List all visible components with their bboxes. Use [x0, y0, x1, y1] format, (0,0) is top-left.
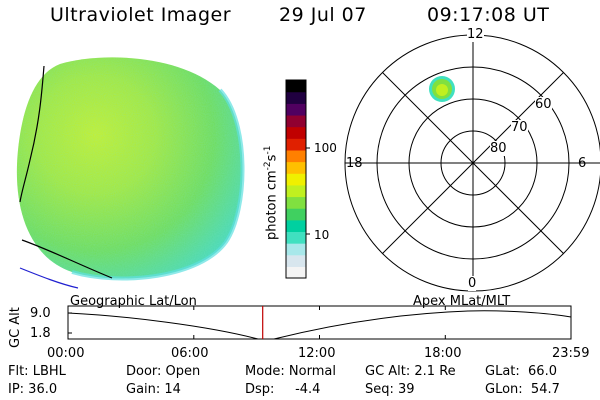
timeline-left-label: Geographic Lat/Lon — [70, 294, 197, 309]
coastline-lower — [21, 239, 113, 279]
tick-label-0000: 00:00 — [47, 346, 85, 361]
info-mode: Mode: Normal — [245, 364, 336, 379]
colorbar-segment — [286, 114, 306, 128]
mlt-label-18: 18 — [346, 156, 363, 171]
polar-diagonal-2 — [382, 72, 564, 254]
tick-label-2359: 23:59 — [552, 346, 590, 361]
mlt-label-0: 0 — [468, 276, 477, 291]
colorbar-segment — [286, 219, 306, 233]
colorbar-unit-main: photon cm — [264, 170, 280, 240]
colorbar-segment — [286, 231, 306, 244]
coastline-blue — [19, 267, 79, 289]
observation-time: 09:17:08 UT — [427, 4, 550, 26]
info-gc-alt: GC Alt: 2.1 Re — [365, 364, 456, 379]
colorbar-unit: photon cm-2s-1 — [263, 146, 279, 240]
mlt-label-12: 12 — [467, 27, 484, 42]
timeline-axis-title: GC Alt — [8, 307, 23, 348]
disk-edge-glow — [71, 88, 245, 281]
colorbar-segment — [286, 254, 306, 267]
info-gain: Gain: 14 — [126, 382, 181, 397]
colorbar-segment — [286, 103, 306, 116]
colorbar-segment — [286, 173, 306, 186]
polar-plot — [344, 34, 600, 292]
colorbar-tick-100: 100 — [314, 141, 337, 155]
colorbar-segment — [286, 266, 306, 279]
colorbar-unit-mid: s — [264, 154, 280, 162]
colorbar-segment — [286, 184, 306, 198]
altitude-curve — [67, 310, 572, 340]
colorbar-unit-sup2: -1 — [263, 145, 273, 155]
colorbar-segment — [286, 196, 306, 209]
colorbar-segment — [286, 80, 306, 93]
colorbar-segment — [286, 243, 306, 256]
coastline-left — [19, 65, 45, 203]
instrument-title: Ultraviolet Imager — [50, 4, 232, 26]
tick-label-1200: 12:00 — [298, 346, 336, 361]
lat-label-80: 80 — [490, 141, 507, 156]
lat-label-70: 70 — [511, 120, 528, 135]
lat-label-60: 60 — [535, 97, 552, 112]
colorbar — [285, 79, 310, 279]
auroral-patch — [429, 76, 455, 102]
tick-label-1800: 18:00 — [424, 346, 462, 361]
info-glat: GLat: 66.0 — [485, 364, 557, 379]
observation-date: 29 Jul 07 — [279, 4, 367, 26]
timeline-right-label: Apex MLat/MLT — [413, 294, 511, 309]
tick-label-0600: 06:00 — [171, 346, 209, 361]
colorbar-segment — [286, 138, 306, 151]
info-seq: Seq: 39 — [365, 382, 415, 397]
info-door: Door: Open — [126, 364, 201, 379]
info-ip: IP: 36.0 — [8, 382, 58, 397]
colorbar-segment — [286, 208, 306, 221]
uv-earth-image — [16, 57, 245, 289]
colorbar-tick-10: 10 — [314, 228, 330, 242]
info-filter: Flt: LBHL — [8, 364, 66, 379]
colorbar-segment — [286, 149, 306, 163]
timeline-y-min: 1.8 — [30, 326, 51, 341]
mlt-label-6: 6 — [578, 156, 587, 171]
info-dsp: Dsp: -4.4 — [245, 382, 321, 397]
colorbar-segment — [286, 91, 306, 104]
timeline-y-max: 9.0 — [30, 306, 51, 321]
colorbar-unit-sup1: -2 — [263, 161, 273, 171]
colorbar-segment — [286, 126, 306, 139]
timeline-plot — [67, 305, 572, 340]
info-glon: GLon: 54.7 — [485, 382, 560, 397]
colorbar-segment — [286, 161, 306, 174]
